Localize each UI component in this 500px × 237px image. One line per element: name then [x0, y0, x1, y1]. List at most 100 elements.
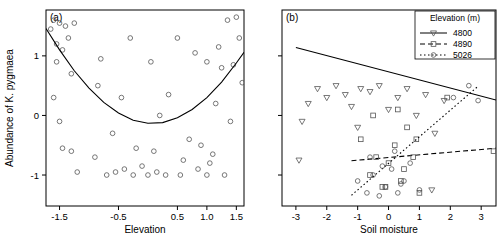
data-layer	[46, 15, 244, 178]
point	[371, 173, 376, 178]
point	[296, 158, 302, 163]
panel-title: (b)	[286, 12, 298, 23]
point	[216, 45, 221, 50]
point	[69, 71, 74, 76]
point	[234, 15, 239, 20]
point	[432, 131, 438, 136]
point	[199, 143, 204, 148]
point	[181, 158, 186, 163]
point	[358, 137, 363, 142]
y-tick	[278, 115, 282, 116]
point	[392, 149, 397, 154]
x-tick	[177, 206, 178, 210]
point	[348, 104, 354, 109]
legend-marker	[431, 53, 436, 58]
point	[178, 173, 183, 178]
legend-label: 5026	[453, 50, 472, 60]
legend: Elevation (m) 480048905026	[415, 11, 495, 60]
y-tick-label: 1	[34, 50, 39, 61]
point	[51, 95, 56, 100]
point	[389, 167, 394, 172]
legend-label: 4800	[453, 28, 472, 38]
point	[383, 185, 388, 190]
point	[404, 87, 410, 92]
point	[210, 152, 215, 157]
point	[299, 119, 305, 124]
x-tick-label: -3	[292, 211, 300, 222]
x-tick-label: 2	[448, 211, 453, 222]
y-tick	[42, 55, 46, 56]
x-tick-label: 0	[386, 211, 391, 222]
point	[315, 87, 321, 92]
point	[166, 92, 171, 97]
plot-frame	[46, 10, 244, 206]
point	[63, 24, 68, 29]
chart-root: -1.5-0.50.51.01.5-101ElevationAbundance …	[0, 0, 500, 237]
point	[66, 36, 71, 41]
x-tick-label: 1.5	[230, 211, 243, 222]
point	[376, 84, 382, 89]
point	[395, 191, 400, 196]
point	[414, 137, 419, 142]
x-tick	[295, 206, 296, 210]
point	[193, 51, 198, 56]
point	[411, 155, 416, 160]
point	[104, 173, 109, 178]
x-tick-label: -1.5	[51, 211, 67, 222]
point	[93, 155, 98, 160]
point	[368, 155, 373, 160]
x-tick-label: 1	[417, 211, 422, 222]
point	[466, 83, 471, 88]
legend-label: 4890	[453, 39, 472, 49]
plot-frame	[282, 10, 496, 206]
point	[119, 95, 124, 100]
y-tick	[42, 175, 46, 176]
x-tick	[419, 206, 420, 210]
point	[386, 107, 392, 112]
x-tick-label: 3	[479, 211, 484, 222]
point	[163, 173, 168, 178]
fit-line	[351, 86, 478, 195]
point	[491, 149, 496, 154]
point	[175, 36, 180, 41]
point	[122, 167, 127, 172]
panel: -3-2-10123Soil moisture(b)Elevation (m)4…	[278, 10, 496, 235]
x-tick	[450, 206, 451, 210]
point	[342, 93, 348, 98]
legend-marker	[431, 42, 436, 47]
y-tick-label: -1	[31, 170, 39, 181]
point	[395, 107, 400, 112]
point	[305, 101, 311, 106]
point	[408, 161, 413, 166]
point	[72, 21, 77, 26]
fit-line	[296, 48, 496, 100]
x-tick-label: 1.0	[200, 211, 213, 222]
legend-marker	[431, 31, 437, 36]
fit-line	[351, 148, 496, 161]
point	[113, 170, 118, 175]
x-tick	[206, 206, 207, 210]
point	[371, 113, 376, 118]
x-tick	[118, 206, 119, 210]
point	[441, 98, 447, 103]
panel: -1.5-0.50.51.01.5-101ElevationAbundance …	[4, 10, 245, 235]
point	[157, 113, 162, 118]
point	[225, 18, 230, 23]
legend-line	[420, 33, 447, 34]
point	[417, 188, 422, 193]
point	[146, 173, 151, 178]
legend-box	[415, 11, 495, 59]
fit-line	[46, 28, 244, 123]
point	[355, 125, 361, 130]
point	[140, 164, 145, 169]
point	[405, 125, 410, 130]
point	[219, 65, 224, 70]
x-tick-label: -1	[353, 211, 361, 222]
point	[75, 170, 80, 175]
point	[57, 119, 62, 124]
x-tick	[388, 206, 389, 210]
legend-line	[420, 55, 447, 56]
data-layer	[296, 48, 496, 199]
point	[383, 185, 388, 190]
legend-title: Elevation (m)	[430, 13, 480, 23]
